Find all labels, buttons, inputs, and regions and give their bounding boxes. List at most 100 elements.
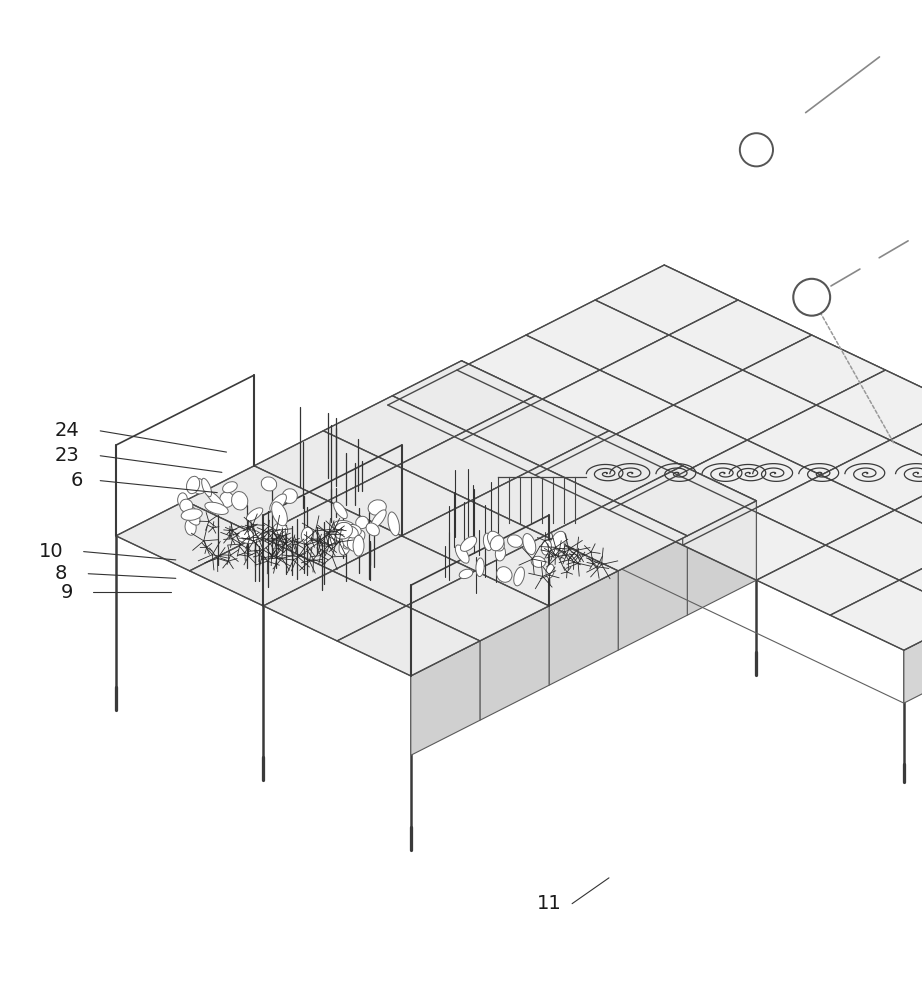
Polygon shape [475, 536, 618, 606]
Ellipse shape [274, 528, 285, 537]
Ellipse shape [460, 569, 473, 579]
Polygon shape [605, 405, 748, 475]
Ellipse shape [207, 491, 224, 508]
Polygon shape [674, 370, 816, 440]
Ellipse shape [205, 502, 228, 514]
Polygon shape [618, 536, 688, 650]
Polygon shape [535, 440, 678, 510]
Polygon shape [683, 510, 825, 580]
Polygon shape [337, 606, 480, 676]
Ellipse shape [546, 564, 554, 578]
Ellipse shape [328, 529, 343, 546]
Ellipse shape [342, 527, 354, 548]
Ellipse shape [333, 520, 355, 533]
Polygon shape [738, 300, 811, 388]
Ellipse shape [490, 536, 504, 551]
Ellipse shape [496, 546, 506, 561]
Polygon shape [540, 431, 683, 501]
Ellipse shape [455, 545, 469, 563]
Polygon shape [462, 361, 535, 475]
Text: 10: 10 [39, 542, 64, 561]
Polygon shape [549, 571, 618, 685]
Polygon shape [678, 440, 821, 510]
Polygon shape [821, 440, 923, 510]
Ellipse shape [222, 492, 232, 503]
Polygon shape [890, 405, 923, 475]
Polygon shape [531, 370, 674, 440]
Polygon shape [609, 431, 683, 545]
Ellipse shape [185, 519, 197, 535]
Text: 24: 24 [54, 421, 79, 440]
Ellipse shape [532, 556, 545, 567]
Polygon shape [462, 361, 535, 475]
Polygon shape [743, 335, 885, 405]
Polygon shape [263, 571, 406, 641]
Polygon shape [609, 475, 752, 545]
Ellipse shape [343, 539, 360, 549]
Polygon shape [397, 431, 540, 501]
Ellipse shape [550, 531, 567, 555]
Polygon shape [545, 501, 688, 571]
Ellipse shape [542, 540, 551, 555]
Ellipse shape [476, 558, 485, 577]
Ellipse shape [186, 476, 199, 494]
Polygon shape [535, 396, 609, 510]
Polygon shape [185, 466, 328, 536]
Ellipse shape [461, 536, 476, 551]
Ellipse shape [487, 531, 504, 551]
Ellipse shape [261, 477, 277, 491]
Text: 8: 8 [54, 564, 66, 583]
Polygon shape [757, 545, 899, 615]
Ellipse shape [220, 492, 234, 507]
Ellipse shape [371, 510, 386, 528]
Polygon shape [392, 361, 535, 431]
Ellipse shape [180, 499, 193, 512]
Ellipse shape [273, 523, 288, 537]
Ellipse shape [270, 494, 286, 512]
Polygon shape [466, 396, 609, 466]
Polygon shape [669, 300, 811, 370]
Polygon shape [816, 370, 923, 440]
Ellipse shape [183, 503, 200, 525]
Polygon shape [665, 265, 738, 353]
Polygon shape [885, 370, 923, 458]
Polygon shape [614, 466, 757, 536]
Ellipse shape [191, 478, 206, 494]
Polygon shape [189, 536, 332, 606]
Polygon shape [462, 405, 605, 475]
Ellipse shape [345, 524, 361, 536]
Polygon shape [899, 545, 923, 615]
Ellipse shape [334, 502, 347, 519]
Ellipse shape [355, 516, 368, 529]
Polygon shape [609, 431, 683, 545]
Polygon shape [388, 370, 531, 440]
Polygon shape [480, 606, 549, 720]
Ellipse shape [232, 492, 247, 510]
Ellipse shape [202, 478, 211, 497]
Polygon shape [471, 466, 614, 536]
Polygon shape [406, 571, 549, 641]
Polygon shape [752, 475, 894, 545]
Ellipse shape [282, 489, 297, 503]
Ellipse shape [484, 533, 493, 551]
Polygon shape [254, 431, 397, 501]
Ellipse shape [339, 536, 351, 555]
Polygon shape [748, 405, 890, 475]
Polygon shape [600, 335, 743, 405]
Ellipse shape [271, 502, 287, 526]
Circle shape [793, 279, 830, 316]
Ellipse shape [366, 523, 379, 536]
Circle shape [740, 133, 773, 166]
Polygon shape [595, 265, 738, 335]
Polygon shape [258, 501, 402, 571]
Polygon shape [683, 466, 757, 580]
Text: 11: 11 [536, 894, 561, 913]
Ellipse shape [354, 535, 364, 556]
Polygon shape [526, 300, 669, 370]
Ellipse shape [354, 530, 365, 542]
Ellipse shape [522, 534, 535, 555]
Polygon shape [116, 501, 258, 571]
Ellipse shape [222, 482, 237, 493]
Polygon shape [332, 536, 475, 606]
Ellipse shape [497, 567, 512, 582]
